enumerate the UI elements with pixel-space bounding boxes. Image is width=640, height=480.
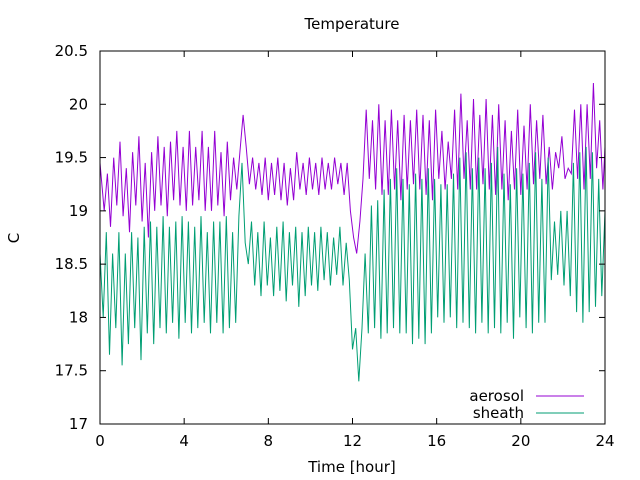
chart-title: Temperature: [303, 15, 399, 33]
series-layer: [99, 82, 606, 382]
y-tick-label-4: 19: [69, 202, 88, 220]
y-tick-label-0: 17: [69, 415, 88, 433]
y-tick-label-6: 20: [69, 95, 88, 113]
legend: aerosol sheath: [469, 387, 584, 422]
y-tick-label-2: 18: [69, 308, 88, 326]
y-tick-label-5: 19.5: [55, 149, 88, 167]
x-tick-label-0: 0: [95, 432, 105, 450]
x-tick-label-2: 8: [264, 432, 274, 450]
y-tick-label-1: 17.5: [55, 362, 88, 380]
x-axis-label: Time [hour]: [307, 458, 396, 476]
x-tick-label-3: 12: [343, 432, 362, 450]
y-tick-label-3: 18.5: [55, 255, 88, 273]
ticks-layer: 0 4 8 12 16 20 24 17 17.5 18 18.5 19 19.5 20 20.5: [55, 42, 615, 450]
series-line-aerosol: [99, 82, 606, 254]
x-tick-label-1: 4: [179, 432, 189, 450]
x-tick-label-4: 16: [427, 432, 446, 450]
y-tick-label-7: 20.5: [55, 42, 88, 60]
x-tick-label-5: 20: [511, 432, 530, 450]
legend-label-sheath: sheath: [473, 404, 524, 422]
legend-label-aerosol: aerosol: [469, 387, 524, 405]
y-axis-label: C: [5, 233, 23, 243]
series-line-sheath: [99, 146, 606, 382]
x-tick-label-6: 24: [595, 432, 614, 450]
